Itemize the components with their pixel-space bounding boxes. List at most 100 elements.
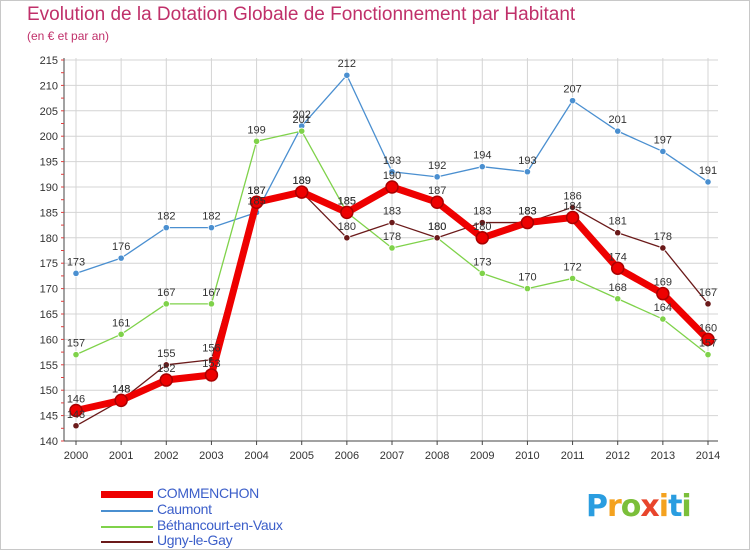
data-label: 169 bbox=[654, 277, 672, 289]
data-label: 201 bbox=[293, 114, 311, 126]
data-point bbox=[701, 332, 715, 347]
data-point bbox=[388, 244, 396, 252]
data-point bbox=[568, 274, 577, 283]
data-label: 199 bbox=[247, 124, 265, 136]
data-label: 185 bbox=[247, 195, 265, 207]
data-point bbox=[159, 373, 174, 387]
data-label: 161 bbox=[112, 317, 130, 329]
data-label: 167 bbox=[202, 287, 220, 299]
data-point bbox=[614, 229, 622, 237]
y-tick-label: 170 bbox=[40, 284, 58, 296]
data-label: 173 bbox=[67, 256, 85, 268]
x-tick-label: 2007 bbox=[380, 450, 404, 462]
data-point bbox=[433, 173, 441, 181]
data-label: 178 bbox=[654, 231, 672, 243]
data-point bbox=[656, 286, 670, 301]
data-point bbox=[162, 361, 170, 369]
data-label: 197 bbox=[654, 134, 672, 146]
y-tick-label: 215 bbox=[40, 55, 58, 67]
legend-swatch bbox=[101, 526, 153, 528]
y-tick-label: 145 bbox=[40, 411, 58, 423]
data-point bbox=[659, 244, 667, 252]
logo-letter: P bbox=[586, 489, 608, 524]
data-label: 189 bbox=[293, 175, 311, 187]
data-label: 181 bbox=[609, 216, 627, 228]
legend-label: Ugny-le-Gay bbox=[157, 532, 233, 548]
x-tick-label: 2002 bbox=[154, 450, 178, 462]
data-point bbox=[433, 234, 441, 242]
data-point bbox=[704, 178, 712, 186]
data-label: 178 bbox=[383, 231, 401, 243]
data-point bbox=[614, 127, 622, 135]
data-point bbox=[523, 284, 532, 293]
y-tick-label: 140 bbox=[40, 436, 58, 448]
data-label: 174 bbox=[609, 251, 627, 263]
y-tick-label: 185 bbox=[40, 207, 58, 219]
data-label: 170 bbox=[518, 272, 536, 284]
x-tick-label: 2005 bbox=[289, 450, 313, 462]
x-tick-label: 2008 bbox=[425, 450, 449, 462]
data-point bbox=[565, 210, 580, 225]
data-point bbox=[117, 330, 125, 338]
data-label: 160 bbox=[699, 322, 717, 334]
data-label: 191 bbox=[699, 165, 717, 177]
data-label: 182 bbox=[157, 211, 175, 223]
data-point bbox=[294, 185, 309, 199]
data-point bbox=[659, 315, 667, 323]
chart-subtitle: (en € et par an) bbox=[27, 29, 110, 43]
y-tick-label: 200 bbox=[40, 131, 58, 143]
data-label: 167 bbox=[699, 287, 717, 299]
data-point bbox=[343, 234, 351, 242]
data-label: 152 bbox=[157, 363, 175, 375]
data-point bbox=[343, 71, 351, 79]
data-label: 187 bbox=[428, 185, 446, 197]
logo-letter: r bbox=[607, 489, 622, 524]
data-label: 185 bbox=[338, 195, 356, 207]
y-tick-label: 175 bbox=[40, 258, 58, 270]
logo-letter: i bbox=[658, 489, 669, 524]
data-point bbox=[162, 300, 170, 308]
data-point bbox=[207, 300, 216, 308]
data-point bbox=[72, 351, 80, 359]
data-label: 201 bbox=[609, 114, 627, 126]
data-label: 190 bbox=[383, 170, 401, 182]
data-point bbox=[385, 180, 399, 194]
data-point bbox=[610, 261, 625, 276]
y-tick-label: 190 bbox=[40, 182, 58, 194]
data-label: 164 bbox=[654, 302, 672, 314]
data-point bbox=[204, 368, 219, 382]
data-point bbox=[69, 403, 83, 418]
data-point bbox=[72, 269, 80, 277]
legend-label: COMMENCHON bbox=[157, 485, 259, 501]
y-tick-label: 165 bbox=[40, 309, 58, 321]
data-label: 172 bbox=[563, 261, 581, 273]
data-point bbox=[117, 254, 125, 262]
legend-label: Béthancourt-en-Vaux bbox=[157, 517, 283, 533]
data-label: 183 bbox=[518, 206, 536, 218]
y-tick-label: 160 bbox=[40, 334, 58, 346]
data-point bbox=[388, 218, 396, 227]
data-point bbox=[704, 351, 712, 359]
data-label: 207 bbox=[563, 84, 581, 96]
data-point bbox=[478, 269, 486, 277]
data-label: 155 bbox=[157, 348, 175, 360]
data-point bbox=[568, 203, 577, 211]
data-label: 148 bbox=[112, 383, 130, 395]
data-point bbox=[162, 224, 170, 232]
y-tick-label: 205 bbox=[40, 106, 58, 118]
data-label: 148 bbox=[112, 383, 130, 395]
chart-title: Evolution de la Dotation Globale de Fonc… bbox=[27, 4, 576, 25]
y-tick-label: 210 bbox=[40, 80, 58, 92]
logo-letter: i bbox=[681, 489, 691, 524]
x-tick-label: 2004 bbox=[244, 450, 268, 462]
data-label: 193 bbox=[518, 155, 536, 167]
x-tick-label: 2013 bbox=[651, 450, 675, 462]
data-label: 183 bbox=[518, 206, 536, 218]
data-label: 173 bbox=[473, 256, 491, 268]
data-label: 143 bbox=[67, 409, 85, 421]
data-point bbox=[430, 195, 444, 209]
data-point bbox=[704, 300, 712, 308]
y-tick-label: 180 bbox=[40, 233, 58, 245]
